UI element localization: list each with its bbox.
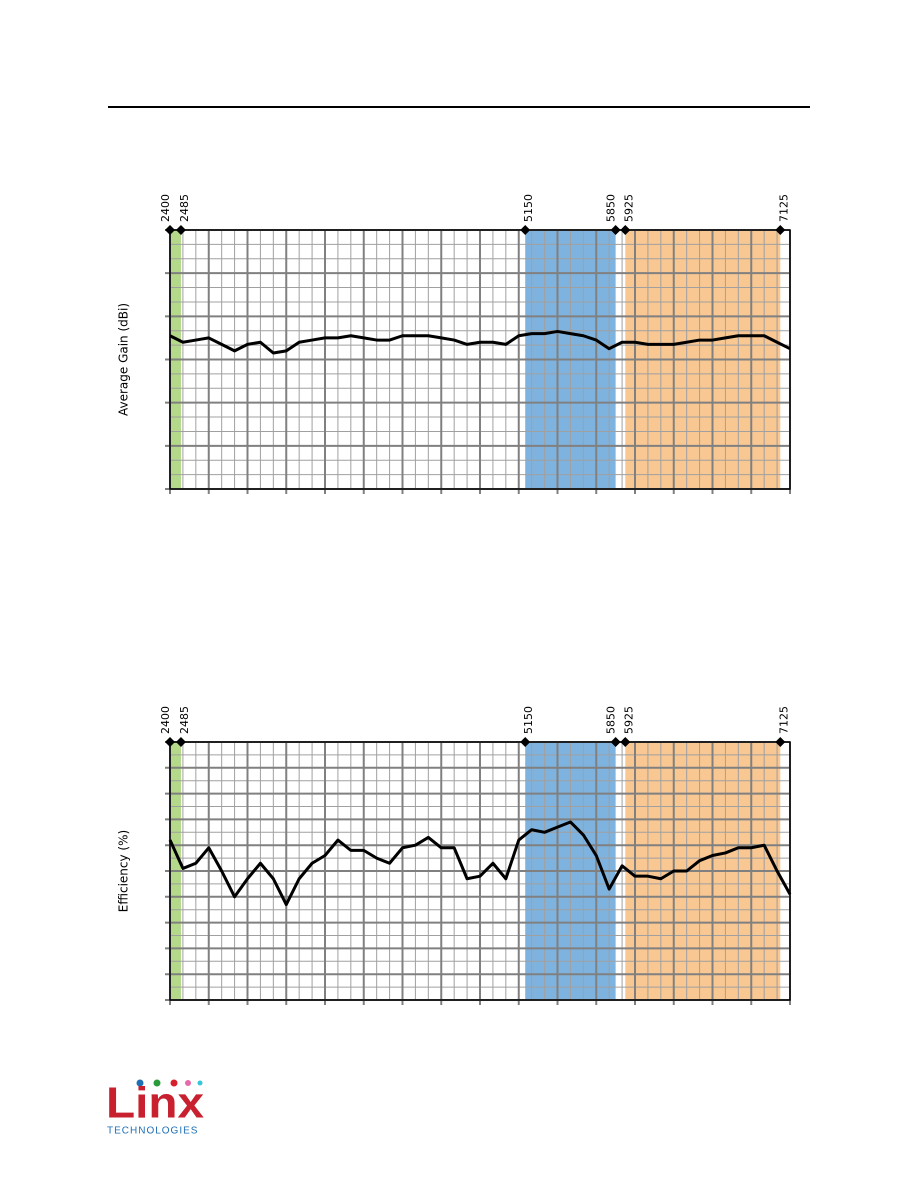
logo-dot (185, 1080, 191, 1086)
logo: Linx TECHNOLOGIES (106, 1079, 205, 1137)
chart: 2400 2485 5150 5850 5925 7125 Average Gain (dB… (117, 194, 791, 494)
logo-dot (197, 1080, 203, 1086)
logo-dot (136, 1079, 144, 1087)
marker-label: 2485 (178, 194, 191, 222)
marker-diamond (775, 225, 786, 235)
y-axis-label: Efficiency (%) (117, 830, 131, 912)
marker-label: 2485 (178, 706, 191, 734)
marker-label: 5850 (605, 706, 618, 734)
marker-diamond (775, 737, 786, 747)
marker-label: 7125 (777, 194, 790, 222)
plot-border (169, 229, 791, 490)
logo-dot (170, 1079, 178, 1087)
marker-diamond (610, 737, 621, 747)
marker-diamond (175, 737, 186, 747)
data-line (168, 820, 792, 907)
marker-diamond (175, 225, 186, 235)
y-axis-label: Average Gain (dBi) (117, 303, 131, 416)
marker-diamond (520, 737, 531, 747)
marker-label: 5850 (605, 194, 618, 222)
marker-diamond (610, 225, 621, 235)
marker-label: 5925 (622, 706, 635, 734)
logo-dot (153, 1079, 161, 1087)
marker-label: 2400 (159, 194, 172, 222)
marker-diamond (620, 225, 631, 235)
chart: 2400 2485 5150 5850 5925 7125 Efficiency (%) (117, 706, 792, 1005)
data-line (169, 329, 791, 355)
marker-label: 5150 (522, 706, 535, 734)
marker-diamond (620, 737, 631, 747)
marker-diamond (165, 737, 175, 747)
logo-tagline: TECHNOLOGIES (107, 1126, 198, 1137)
logo-name: Linx (106, 1079, 205, 1128)
marker-label: 7125 (777, 706, 790, 734)
marker-label: 2400 (159, 706, 172, 734)
marker-diamond (520, 225, 531, 235)
plot-border (169, 741, 791, 1001)
marker-label: 5150 (522, 194, 535, 222)
marker-label: 5925 (622, 194, 635, 222)
marker-diamond (165, 225, 175, 235)
